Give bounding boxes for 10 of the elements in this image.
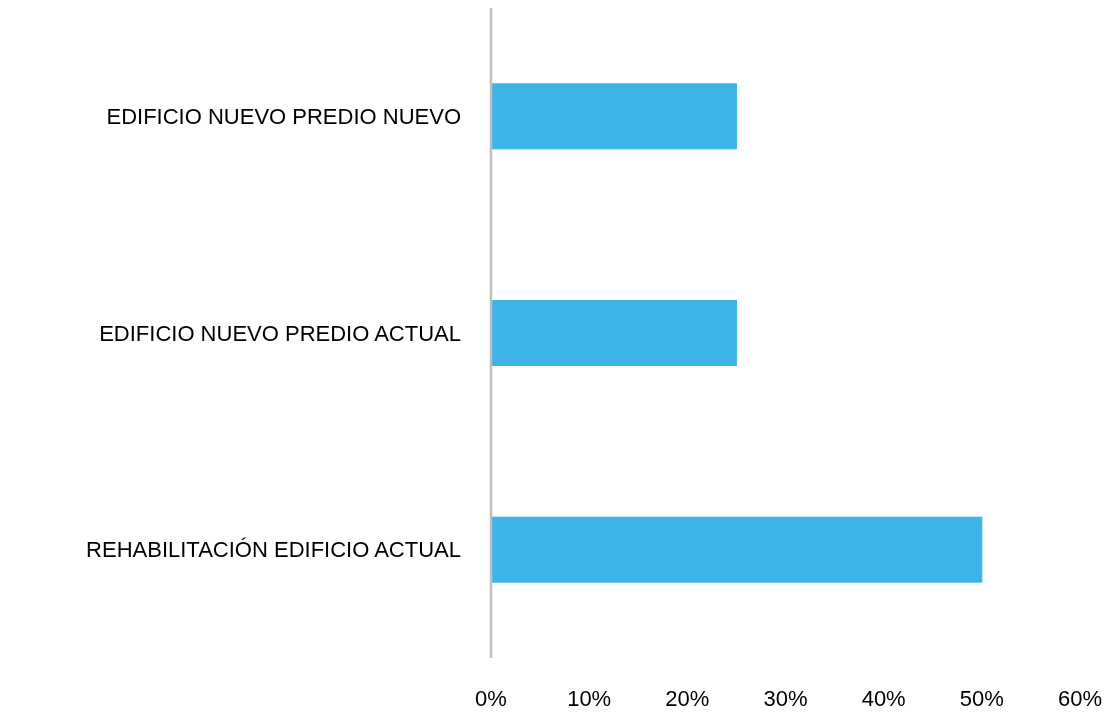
y-tick-label: REHABILITACIÓN EDIFICIO ACTUAL — [86, 537, 461, 563]
x-tick-label: 40% — [861, 686, 906, 711]
x-tick-label: 30% — [763, 686, 808, 711]
x-tick-label: 0% — [475, 686, 507, 711]
x-tick-label: 50% — [959, 686, 1004, 711]
x-tick-label: 60% — [1057, 686, 1103, 711]
y-tick-label: EDIFICIO NUEVO PREDIO ACTUAL — [99, 320, 461, 346]
y-tick-label: EDIFICIO NUEVO PREDIO NUEVO — [106, 103, 461, 129]
x-tick-label: 10% — [567, 686, 612, 711]
x-tick-label: 20% — [665, 686, 710, 711]
